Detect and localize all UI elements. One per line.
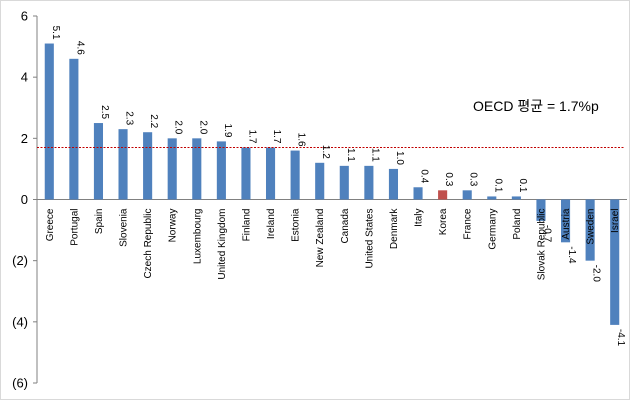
bar-value-label: -1.4 bbox=[566, 246, 577, 264]
y-tick-label: 2 bbox=[21, 131, 28, 146]
bar-value-label: 4.6 bbox=[74, 41, 85, 55]
bar bbox=[315, 162, 325, 200]
bar-value-label: 0.4 bbox=[419, 169, 430, 183]
y-tick-label: (2) bbox=[12, 253, 28, 268]
category-label: Ireland bbox=[266, 209, 277, 240]
category-label: Slovenia bbox=[119, 208, 130, 247]
y-axis: 6 4 2 0 (2) (4) (6) bbox=[12, 9, 627, 391]
bar bbox=[388, 168, 399, 200]
y-tick-label: 6 bbox=[21, 9, 28, 24]
category-label: New Zealand bbox=[315, 209, 326, 268]
bar-value-label: 1.0 bbox=[394, 151, 405, 165]
bar bbox=[511, 196, 521, 200]
bar bbox=[143, 132, 153, 200]
bar bbox=[536, 199, 546, 221]
bar-value-label: -0.7 bbox=[541, 225, 552, 243]
bar-value-label: 0.3 bbox=[443, 172, 454, 186]
category-label: United Kingdom bbox=[217, 209, 228, 280]
bar-value-label: 1.9 bbox=[222, 123, 233, 137]
bar-value-label: 0.1 bbox=[517, 179, 528, 193]
category-label: Sweden bbox=[586, 209, 597, 245]
category-label: Israel bbox=[610, 209, 621, 233]
bar bbox=[290, 150, 300, 200]
bar-value-label: 0.1 bbox=[492, 179, 503, 193]
category-label: France bbox=[463, 208, 474, 240]
category-label: Spain bbox=[94, 209, 105, 235]
category-label: Luxembourg bbox=[192, 209, 203, 265]
bar-value-label: -2.0 bbox=[591, 265, 602, 283]
bar-value-label: 5.1 bbox=[50, 26, 61, 40]
bar-value-label: 1.1 bbox=[345, 148, 356, 162]
category-label: Slovak Republic bbox=[536, 209, 547, 281]
category-label: United States bbox=[364, 209, 375, 269]
bar-value-label: 2.5 bbox=[99, 105, 110, 119]
bar bbox=[167, 138, 177, 200]
bar bbox=[93, 123, 104, 200]
category-label: Portugal bbox=[69, 209, 80, 246]
bar bbox=[413, 187, 423, 200]
bar-value-label: 2.0 bbox=[197, 120, 208, 134]
bar bbox=[560, 199, 571, 243]
bar bbox=[241, 147, 251, 200]
category-label: Germany bbox=[487, 208, 498, 249]
bar bbox=[462, 190, 472, 200]
bar-value-label: 1.7 bbox=[246, 130, 257, 144]
y-tick-label: 0 bbox=[21, 192, 28, 207]
oecd-average-label: OECD 평균 = 1.7%p bbox=[473, 98, 599, 114]
bar-value-label: 2.3 bbox=[124, 111, 135, 125]
value-labels: 5.1 4.6 2.5 2.3 2.2 2.0 2.0 1.9 1.7 1.7 1.6 1.2 1.1 1… bbox=[50, 26, 626, 347]
bar bbox=[118, 129, 128, 200]
bar-value-label: 1.2 bbox=[320, 145, 331, 159]
bar-value-label: 0.3 bbox=[468, 172, 479, 186]
bar bbox=[265, 147, 276, 200]
category-label: Finland bbox=[241, 208, 252, 241]
bar-value-label: 1.7 bbox=[271, 130, 282, 144]
bar-value-label: 1.1 bbox=[369, 148, 380, 162]
category-label: Greece bbox=[45, 208, 56, 241]
bar bbox=[339, 165, 349, 200]
y-tick-label: (4) bbox=[12, 314, 28, 329]
category-label: Canada bbox=[340, 208, 351, 243]
y-tick-label: 4 bbox=[21, 70, 28, 85]
category-label: Estonia bbox=[291, 208, 302, 242]
y-tick-label: (6) bbox=[12, 376, 28, 391]
category-label: Korea bbox=[438, 208, 449, 235]
bar bbox=[44, 43, 54, 200]
bar bbox=[69, 58, 79, 200]
bar bbox=[487, 196, 497, 200]
bar bbox=[364, 165, 374, 200]
bar-value-label: -4.1 bbox=[615, 329, 626, 347]
bar-value-label: 1.6 bbox=[296, 133, 307, 147]
bar bbox=[585, 199, 595, 261]
category-label: Italy bbox=[414, 209, 425, 227]
category-label: Austria bbox=[561, 208, 572, 240]
category-label: Poland bbox=[512, 209, 523, 240]
bar-value-label: 2.0 bbox=[173, 120, 184, 134]
category-label: Czech Republic bbox=[143, 209, 154, 279]
category-label: Norway bbox=[168, 209, 179, 243]
bar bbox=[192, 138, 202, 200]
reference-line-group: OECD 평균 = 1.7%p bbox=[37, 98, 625, 149]
category-label: Denmark bbox=[389, 208, 400, 250]
bars bbox=[44, 43, 620, 325]
bar bbox=[438, 190, 448, 200]
bar bbox=[610, 199, 620, 325]
category-labels: Greece Portugal Spain Slovenia Czech Republi… bbox=[45, 208, 621, 281]
bar-value-label: 2.2 bbox=[148, 114, 159, 128]
bar bbox=[216, 141, 226, 200]
